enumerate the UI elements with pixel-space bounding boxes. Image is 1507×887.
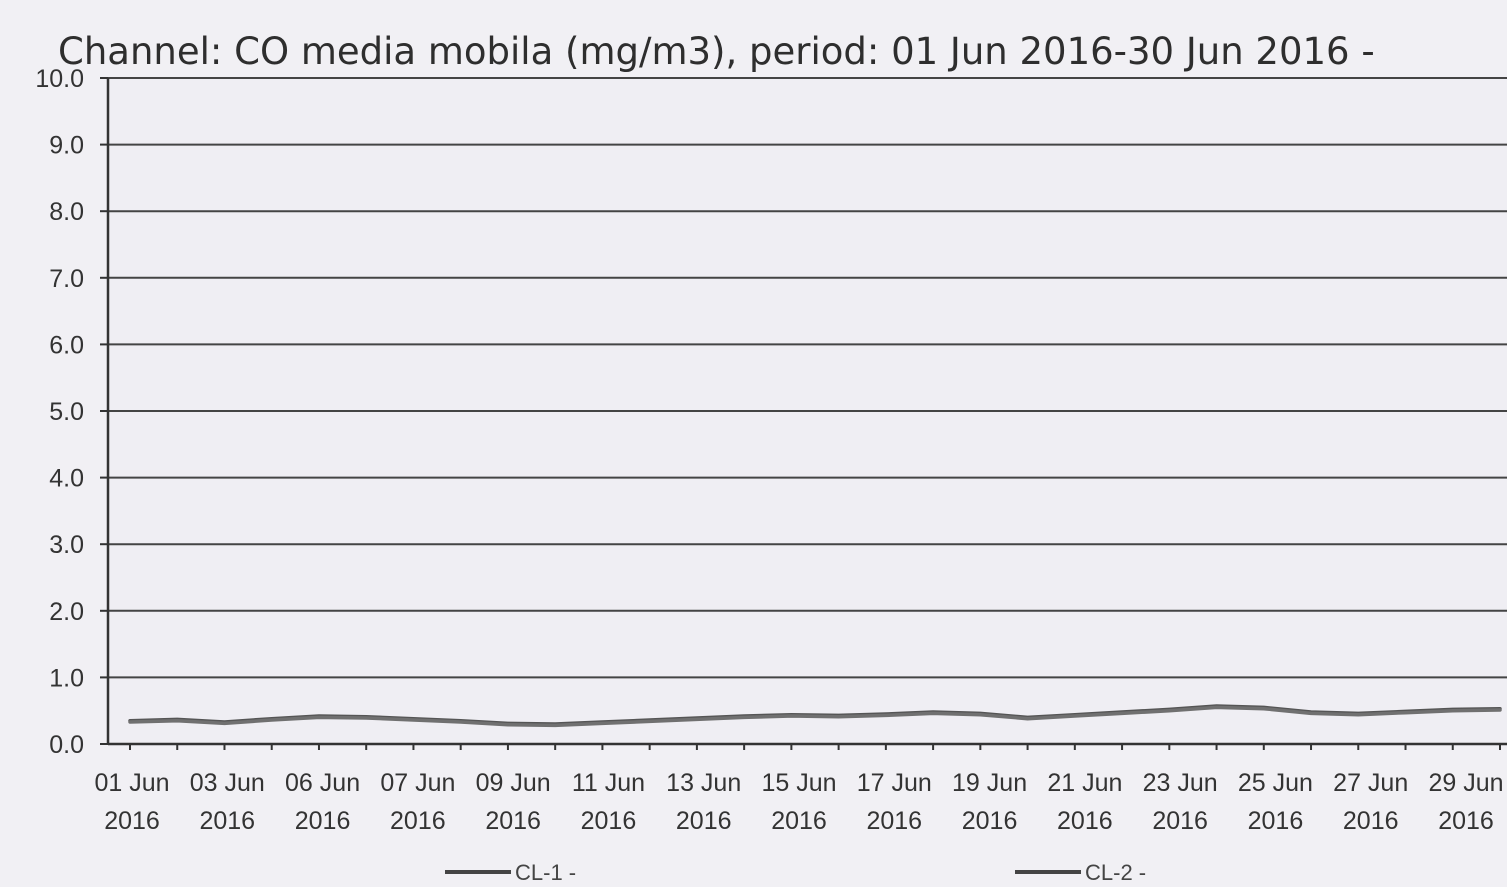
x-tick-label: 07 Jun 2016 [380, 769, 455, 835]
y-tick-label: 1.0 [49, 664, 84, 692]
legend-label: CL-1 - [515, 860, 576, 885]
x-tick-label-date: 09 Jun [476, 769, 551, 797]
x-tick-label: 13 Jun 2016 [666, 769, 741, 835]
x-tick-label: 15 Jun 2016 [761, 769, 836, 835]
x-tick-label-year: 2016 [962, 807, 1018, 835]
x-tick-label-date: 01 Jun [94, 769, 169, 797]
x-tick-label-date: 07 Jun [380, 769, 455, 797]
y-tick-label: 6.0 [49, 331, 84, 359]
y-tick-label: 3.0 [49, 531, 84, 559]
x-tick-label: 21 Jun 2016 [1047, 769, 1122, 835]
x-tick-label: 23 Jun 2016 [1143, 769, 1218, 835]
x-tick-label-date: 17 Jun [857, 769, 932, 797]
x-tick-label-date: 21 Jun [1047, 769, 1122, 797]
x-tick-label-date: 27 Jun [1333, 769, 1408, 797]
x-tick-label-date: 06 Jun [285, 769, 360, 797]
x-tick-label-year: 2016 [295, 807, 351, 835]
x-tick-label: 09 Jun 2016 [476, 769, 551, 835]
x-tick-label: 27 Jun 2016 [1333, 769, 1408, 835]
x-tick-label-year: 2016 [199, 807, 255, 835]
x-tick-labels: 01 Jun 2016 03 Jun 2016 06 Jun 2016 07 Jun 2016… [94, 769, 1503, 835]
x-tick-label-year: 2016 [485, 807, 541, 835]
y-tick-label: 8.0 [49, 198, 84, 226]
x-tick-label-date: 13 Jun [666, 769, 741, 797]
x-tick-label: 19 Jun 2016 [952, 769, 1027, 835]
x-tick-label-year: 2016 [1152, 807, 1208, 835]
x-tick-label: 29 Jun 2016 [1428, 769, 1503, 835]
x-tick-label-year: 2016 [866, 807, 922, 835]
x-tick-label-year: 2016 [390, 807, 446, 835]
x-tick-label-date: 23 Jun [1143, 769, 1218, 797]
x-tick-label-date: 03 Jun [190, 769, 265, 797]
chart-title: Channel: CO media mobila (mg/m3), period… [58, 30, 1375, 73]
legend-label: CL-2 - [1085, 860, 1146, 885]
y-tick-label: 10.0 [35, 65, 84, 93]
x-tick-label: 17 Jun 2016 [857, 769, 932, 835]
x-tick-label: 06 Jun 2016 [285, 769, 360, 835]
x-tick-label-date: 19 Jun [952, 769, 1027, 797]
x-tick-label-year: 2016 [676, 807, 732, 835]
x-tick-label: 11 Jun 2016 [572, 769, 645, 835]
data-series [128, 704, 1502, 728]
x-tick-label-year: 2016 [581, 807, 637, 835]
y-tick-label: 0.0 [49, 731, 84, 759]
legend-item: CL-2 - [1015, 860, 1146, 885]
y-tick-label: 9.0 [49, 132, 84, 160]
y-tick-labels: 0.0 1.0 2.0 3.0 4.0 5.0 6.0 7.0 8.0 9.0 10.0 [35, 65, 84, 759]
x-tick-label-date: 11 Jun [572, 769, 645, 797]
x-tick-label: 25 Jun 2016 [1238, 769, 1313, 835]
x-tick-label-year: 2016 [1248, 807, 1304, 835]
y-tick-label: 2.0 [49, 598, 84, 626]
x-tick-label-date: 29 Jun [1428, 769, 1503, 797]
y-tick-label: 4.0 [49, 465, 84, 493]
x-tick-label-year: 2016 [771, 807, 827, 835]
x-tick-label: 01 Jun 2016 [94, 769, 169, 835]
x-tick-label-date: 15 Jun [761, 769, 836, 797]
legend-item: CL-1 - [445, 860, 576, 885]
gridlines [108, 77, 1507, 679]
x-tick-label-year: 2016 [1438, 807, 1494, 835]
y-tick-label: 7.0 [49, 265, 84, 293]
axes [100, 77, 1507, 750]
x-tick-label-date: 25 Jun [1238, 769, 1313, 797]
x-tick-label-year: 2016 [104, 807, 160, 835]
legend: CL-1 - CL-2 - [445, 860, 1146, 885]
y-tick-label: 5.0 [49, 398, 84, 426]
x-tick-label-year: 2016 [1057, 807, 1113, 835]
x-tick-label-year: 2016 [1343, 807, 1399, 835]
x-tick-label: 03 Jun 2016 [190, 769, 265, 835]
series-line-2 [128, 705, 1502, 728]
